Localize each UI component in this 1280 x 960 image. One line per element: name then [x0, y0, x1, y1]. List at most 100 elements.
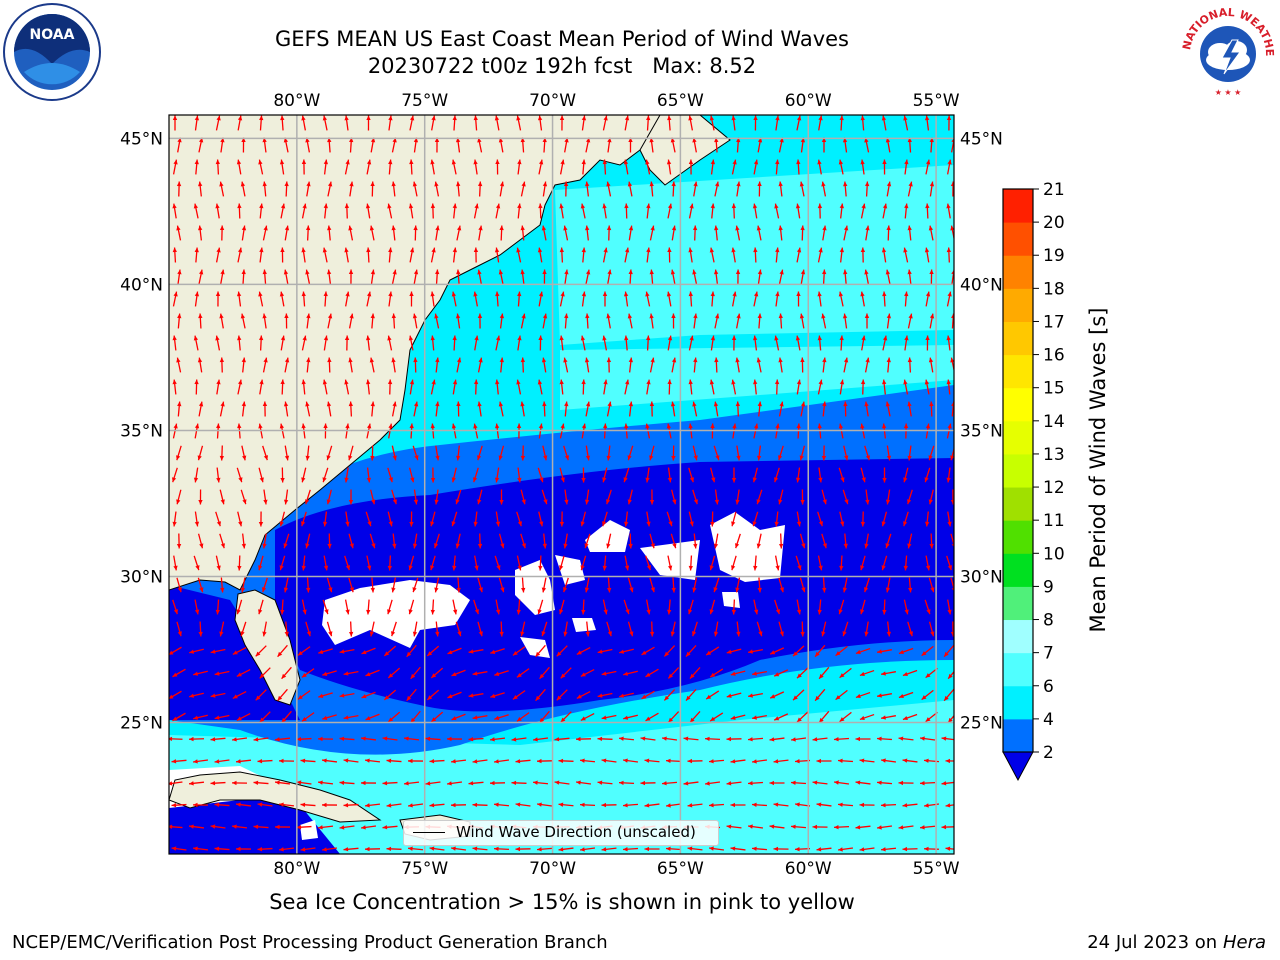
wind-arrow	[775, 247, 780, 263]
sea-ice-note: Sea Ice Concentration > 15% is shown in …	[269, 890, 855, 914]
wind-arrow	[688, 335, 694, 351]
wind-arrow	[262, 621, 267, 637]
wind-arrow	[924, 379, 930, 395]
wind-arrow	[821, 621, 827, 637]
wind-arrow	[649, 269, 654, 285]
wind-arrow	[713, 621, 719, 637]
colorbar-segment	[1003, 453, 1033, 488]
wind-arrow	[640, 780, 656, 786]
wind-arrow	[369, 357, 375, 373]
wind-arrow	[281, 710, 292, 724]
wind-arrow	[619, 648, 634, 654]
wind-arrow	[622, 803, 639, 808]
colorbar-segment	[1003, 321, 1033, 356]
wind-arrow	[499, 313, 505, 329]
wind-arrow	[735, 577, 741, 593]
wind-arrow	[778, 269, 784, 285]
wind-arrow	[192, 802, 209, 808]
wind-arrow	[366, 555, 372, 571]
wind-arrow	[429, 759, 445, 764]
wind-arrow	[947, 511, 952, 527]
wind-arrow	[693, 357, 698, 373]
wind-arrow	[585, 313, 590, 329]
wind-arrow	[412, 181, 418, 197]
wind-arrow	[240, 313, 246, 329]
wind-arrow	[409, 511, 414, 527]
wind-arrow	[172, 247, 177, 263]
wind-arrow	[693, 313, 698, 329]
wind-arrow	[775, 159, 780, 175]
wind-arrow	[661, 781, 678, 786]
wind-arrow	[430, 203, 436, 219]
wind-arrow	[859, 758, 875, 763]
wind-arrow	[323, 555, 329, 571]
wind-arrow	[255, 689, 267, 701]
wind-arrow	[172, 159, 178, 175]
wind-arrow	[387, 555, 393, 571]
wind-arrow	[408, 599, 415, 615]
wind-arrow	[822, 225, 827, 241]
wind-arrow	[236, 599, 243, 615]
wind-arrow	[602, 115, 608, 131]
wind-arrow	[301, 247, 306, 263]
wind-arrow	[278, 847, 295, 852]
wind-arrow	[860, 599, 866, 615]
wind-arrow	[667, 667, 680, 679]
wind-arrow	[172, 511, 177, 527]
wind-arrow	[456, 225, 462, 241]
wind-arrow	[904, 335, 909, 351]
wind-arrow	[559, 203, 564, 219]
wind-arrow	[321, 847, 338, 852]
wind-arrow	[925, 511, 930, 527]
wind-arrow	[280, 467, 285, 483]
wind-arrow	[687, 846, 703, 851]
wind-arrow	[898, 736, 914, 741]
wind-arrow	[327, 181, 333, 197]
wind-arrow	[169, 736, 183, 742]
wind-arrow	[305, 269, 311, 285]
wind-arrow	[778, 533, 784, 549]
wind-arrow	[919, 825, 936, 830]
wind-arrow	[237, 511, 243, 527]
wind-arrow	[886, 445, 892, 461]
wind-arrow	[886, 225, 891, 241]
wind-arrow	[649, 489, 655, 505]
wind-arrow	[348, 225, 354, 241]
colorbar-tick-label: 16	[1043, 346, 1065, 366]
wind-arrow	[300, 758, 316, 763]
wind-arrow	[344, 555, 350, 571]
wind-arrow	[322, 714, 337, 720]
wind-arrow	[769, 691, 785, 699]
wind-arrow	[559, 599, 565, 615]
wind-arrow	[946, 115, 952, 131]
wind-arrow	[516, 712, 530, 722]
noaa-logo-text: NOAA	[30, 27, 75, 43]
wind-arrow	[451, 713, 466, 721]
wind-arrow	[667, 467, 673, 483]
wind-arrow	[928, 577, 935, 593]
wind-arrow	[904, 291, 909, 307]
colorbar-segment	[1003, 222, 1033, 256]
wind-arrow	[515, 846, 531, 852]
wind-arrow	[412, 445, 419, 461]
nova-scotia-land	[639, 115, 731, 186]
lon-label-bottom: 70°W	[529, 859, 576, 879]
colorbar-segment	[1003, 189, 1033, 223]
wave-zone-below-2	[275, 458, 954, 712]
wind-arrow	[692, 445, 698, 461]
wind-arrow	[253, 824, 269, 829]
wind-arrow	[516, 379, 522, 395]
wind-arrow	[880, 758, 897, 763]
wind-arrow	[456, 269, 461, 285]
wind-arrow	[451, 467, 457, 483]
wind-arrow	[520, 137, 525, 153]
wind-arrow	[710, 291, 715, 307]
wind-arrow	[169, 781, 183, 786]
wind-arrow	[731, 203, 737, 219]
wind-arrow	[821, 445, 827, 461]
wind-arrow	[360, 736, 377, 741]
wind-arrow	[370, 489, 376, 505]
wind-arrow	[386, 758, 402, 763]
wind-arrow	[581, 247, 586, 263]
wind-arrow	[425, 781, 441, 786]
